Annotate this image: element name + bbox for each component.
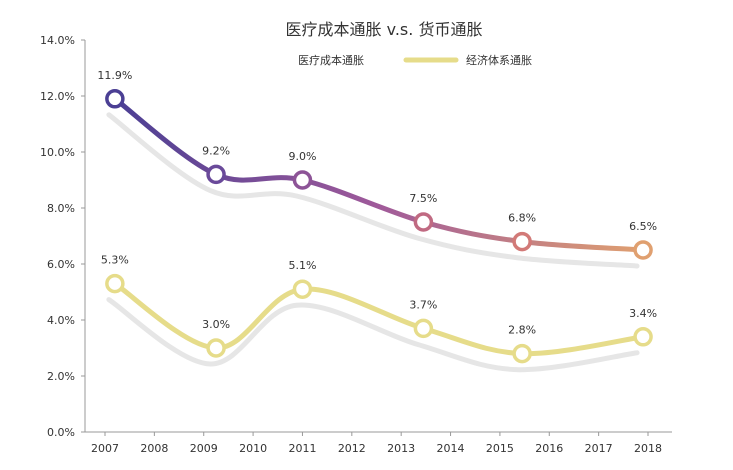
series-shadow	[106, 297, 640, 373]
y-tick-label: 2.0%	[47, 370, 75, 383]
data-point	[512, 231, 532, 252]
x-tick-label: 2016	[535, 442, 563, 455]
x-tick-label: 2010	[239, 442, 267, 455]
series-line-economy	[112, 281, 646, 357]
x-tick-label: 2007	[91, 442, 119, 455]
data-label: 6.5%	[629, 220, 657, 233]
legend-label-medical: 医疗成本通胀	[298, 53, 364, 67]
x-tick-label: 2013	[387, 442, 415, 455]
y-tick-label: 4.0%	[47, 314, 75, 327]
series-markers	[105, 89, 653, 364]
x-tick-label: 2012	[338, 442, 366, 455]
y-tick-label: 14.0%	[40, 34, 75, 47]
series-lines	[112, 96, 646, 357]
x-tick-label: 2018	[634, 442, 662, 455]
series-line-medical	[112, 96, 646, 253]
data-label: 3.7%	[409, 298, 437, 311]
y-tick-label: 8.0%	[47, 202, 75, 215]
x-tick-label: 2008	[140, 442, 168, 455]
y-tick-label: 12.0%	[40, 90, 75, 103]
data-label: 5.3%	[101, 254, 129, 267]
data-point	[512, 343, 532, 364]
data-point	[105, 273, 125, 294]
data-point	[633, 327, 653, 347]
legend-label-economy: 经济体系通胀	[466, 53, 532, 67]
data-label: 9.2%	[202, 144, 230, 157]
y-tick-label: 6.0%	[47, 258, 75, 271]
x-tick-label: 2015	[486, 442, 514, 455]
data-point	[633, 240, 653, 260]
data-label: 3.0%	[202, 318, 230, 331]
y-tick-label: 10.0%	[40, 146, 75, 159]
data-label: 5.1%	[288, 259, 316, 272]
data-point	[105, 89, 125, 109]
data-label: 11.9%	[97, 69, 132, 82]
x-tick-label: 2014	[437, 442, 465, 455]
data-labels: 11.9% 9.2% 9.0% 7.5% 6.8% 6.5% 5.3% 3.0% 5.1% 3.7…	[97, 69, 657, 337]
axes: 0.0% 2.0% 4.0% 6.0% 8.0% 10.0% 12.0% 14.0% 2007 2…	[40, 34, 672, 455]
data-point	[206, 164, 226, 185]
x-tick-label: 2009	[190, 442, 218, 455]
data-point	[413, 212, 434, 232]
data-point	[292, 279, 313, 299]
series-shadow	[106, 112, 640, 269]
data-label: 9.0%	[288, 150, 316, 163]
data-label: 6.8%	[508, 212, 536, 225]
data-label: 3.4%	[629, 307, 657, 320]
x-tick-label: 2011	[288, 442, 316, 455]
x-tick-label: 2017	[585, 442, 613, 455]
data-label: 2.8%	[508, 324, 536, 337]
chart-title: 医疗成本通胀 v.s. 货币通胀	[286, 20, 483, 39]
data-point	[206, 338, 226, 358]
y-tick-label: 0.0%	[47, 426, 75, 439]
series-shadows	[106, 112, 640, 373]
legend: 医疗成本通胀 经济体系通胀	[235, 53, 532, 67]
data-point	[292, 170, 313, 190]
data-label: 7.5%	[409, 192, 437, 205]
data-point	[413, 318, 434, 339]
